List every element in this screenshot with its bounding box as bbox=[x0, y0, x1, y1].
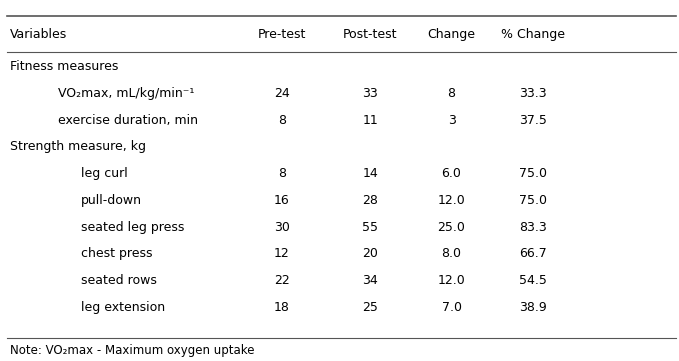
Text: 25: 25 bbox=[362, 301, 378, 314]
Text: 54.5: 54.5 bbox=[519, 274, 547, 287]
Text: 7.0: 7.0 bbox=[441, 301, 462, 314]
Text: chest press: chest press bbox=[81, 247, 152, 260]
Text: 24: 24 bbox=[274, 87, 290, 100]
Text: seated leg press: seated leg press bbox=[81, 221, 184, 234]
Text: 33.3: 33.3 bbox=[519, 87, 547, 100]
Text: seated rows: seated rows bbox=[81, 274, 157, 287]
Text: Post-test: Post-test bbox=[343, 28, 397, 41]
Text: pull-down: pull-down bbox=[81, 194, 142, 207]
Text: 3: 3 bbox=[447, 114, 456, 127]
Text: 75.0: 75.0 bbox=[519, 194, 547, 207]
Text: 8: 8 bbox=[447, 87, 456, 100]
Text: 8: 8 bbox=[278, 114, 286, 127]
Text: 8.0: 8.0 bbox=[441, 247, 462, 260]
Text: 33: 33 bbox=[362, 87, 378, 100]
Text: 55: 55 bbox=[362, 221, 378, 234]
Text: 25.0: 25.0 bbox=[437, 221, 466, 234]
Text: 28: 28 bbox=[362, 194, 378, 207]
Text: 83.3: 83.3 bbox=[519, 221, 547, 234]
Text: Fitness measures: Fitness measures bbox=[10, 60, 118, 73]
Text: Pre-test: Pre-test bbox=[257, 28, 306, 41]
Text: 12.0: 12.0 bbox=[438, 274, 465, 287]
Text: 30: 30 bbox=[274, 221, 290, 234]
Text: 34: 34 bbox=[362, 274, 378, 287]
Text: exercise duration, min: exercise duration, min bbox=[58, 114, 198, 127]
Text: 11: 11 bbox=[362, 114, 378, 127]
Text: Change: Change bbox=[428, 28, 475, 41]
Text: leg extension: leg extension bbox=[81, 301, 165, 314]
Text: Note: VO₂max - Maximum oxygen uptake: Note: VO₂max - Maximum oxygen uptake bbox=[10, 344, 254, 357]
Text: 38.9: 38.9 bbox=[519, 301, 547, 314]
Text: 12.0: 12.0 bbox=[438, 194, 465, 207]
Text: 6.0: 6.0 bbox=[441, 167, 462, 180]
Text: Variables: Variables bbox=[10, 28, 67, 41]
Text: 16: 16 bbox=[274, 194, 290, 207]
Text: 14: 14 bbox=[362, 167, 378, 180]
Text: 20: 20 bbox=[362, 247, 378, 260]
Text: 66.7: 66.7 bbox=[519, 247, 547, 260]
Text: % Change: % Change bbox=[501, 28, 565, 41]
Text: 37.5: 37.5 bbox=[519, 114, 547, 127]
Text: leg curl: leg curl bbox=[81, 167, 128, 180]
Text: Strength measure, kg: Strength measure, kg bbox=[10, 140, 145, 153]
Text: 22: 22 bbox=[274, 274, 290, 287]
Text: 12: 12 bbox=[274, 247, 290, 260]
Text: VO₂max, mL/kg/min⁻¹: VO₂max, mL/kg/min⁻¹ bbox=[58, 87, 195, 100]
Text: 18: 18 bbox=[274, 301, 290, 314]
Text: 75.0: 75.0 bbox=[519, 167, 547, 180]
Text: 8: 8 bbox=[278, 167, 286, 180]
